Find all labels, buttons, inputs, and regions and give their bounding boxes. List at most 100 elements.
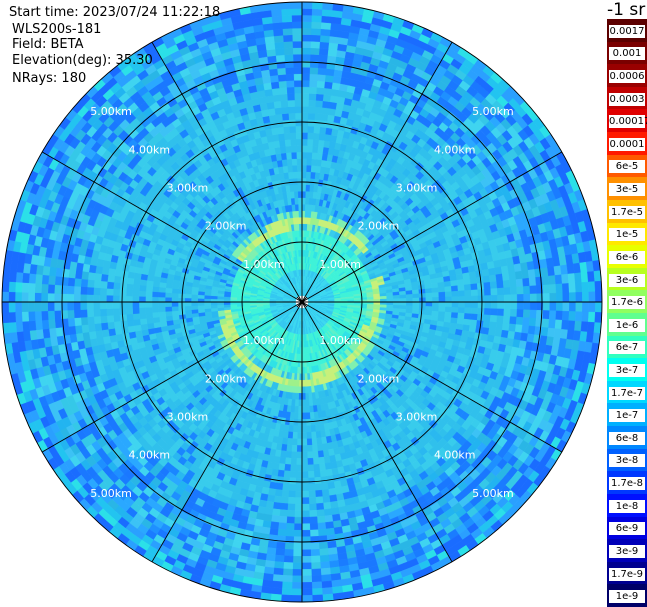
ppi-cell xyxy=(151,296,159,303)
ppi-cell xyxy=(119,301,127,309)
ppi-cell xyxy=(301,132,309,140)
ppi-cell xyxy=(438,306,446,313)
ppi-cell xyxy=(470,283,478,291)
ppi-cell xyxy=(294,197,299,205)
ppi-cell xyxy=(296,445,303,453)
ppi-cell xyxy=(291,151,298,160)
ppi-cell xyxy=(296,438,303,446)
ppi-cell xyxy=(217,298,224,303)
ppi-cell xyxy=(292,171,298,179)
ppi-cell xyxy=(158,291,166,298)
ppi-cell xyxy=(184,309,192,315)
ppi-cell xyxy=(311,444,318,452)
ppi-cell xyxy=(279,139,286,148)
ppi-cell xyxy=(431,287,439,294)
ppi-cell xyxy=(464,301,472,309)
ppi-cell xyxy=(295,471,303,479)
ppi-cell xyxy=(294,204,300,212)
ppi-cell xyxy=(217,304,225,309)
ppi-cell xyxy=(152,311,160,318)
ppi-cell xyxy=(445,301,453,308)
ppi-cell xyxy=(307,125,315,134)
ppi-cell xyxy=(312,457,320,465)
ppi-cell xyxy=(463,278,471,286)
ppi-cell xyxy=(295,464,303,472)
ppi-cell xyxy=(178,309,186,316)
ppi-cell xyxy=(295,217,300,225)
ppi-cell xyxy=(301,425,307,433)
ppi-cell xyxy=(145,301,153,308)
ppi-cell xyxy=(418,305,427,311)
ppi-cell xyxy=(119,307,127,315)
ppi-cell xyxy=(177,297,185,303)
ppi-cell xyxy=(210,298,218,303)
ppi-cell xyxy=(464,307,472,315)
ppi-cell xyxy=(133,318,141,326)
ppi-cell xyxy=(278,133,286,141)
ppi-cell xyxy=(450,285,459,292)
ppi-cell xyxy=(289,125,297,134)
ppi-cell xyxy=(399,294,407,299)
ppi-cell xyxy=(158,296,166,303)
ppi-cell xyxy=(457,284,465,292)
ppi-cell xyxy=(471,301,479,309)
ppi-cell xyxy=(470,313,478,321)
ppi-cell xyxy=(164,301,172,307)
ppi-cell xyxy=(301,197,306,205)
ppi-cell xyxy=(301,190,307,198)
ppi-cell xyxy=(477,307,485,316)
ppi-cell xyxy=(425,292,433,298)
ppi-cell xyxy=(190,305,199,310)
ppi-cell xyxy=(292,425,298,433)
ppi-cell xyxy=(293,177,299,186)
ppi-cell xyxy=(425,288,433,294)
ppi-cell xyxy=(432,297,440,303)
ppi-cell xyxy=(296,145,303,153)
ppi-cell xyxy=(125,301,133,309)
ppi-cell xyxy=(293,418,299,427)
ppi-cell xyxy=(301,406,307,414)
ppi-cell xyxy=(306,171,312,179)
ppi-cell xyxy=(223,304,231,308)
ppi-cell xyxy=(289,464,297,472)
ppi-cell xyxy=(288,477,297,485)
ppi-cell xyxy=(301,138,309,146)
ppi-cell xyxy=(295,458,303,466)
ppi-cell xyxy=(297,419,303,427)
ppi-cell xyxy=(464,295,472,303)
ppi-cell xyxy=(151,306,160,313)
ppi-cell xyxy=(298,203,303,211)
ppi-cell xyxy=(306,158,313,166)
ppi-cell xyxy=(306,438,313,446)
ppi-cell xyxy=(301,464,309,472)
ppi-cell xyxy=(444,286,452,293)
ppi-cell xyxy=(283,126,291,134)
ppi-cell xyxy=(197,298,205,303)
ppi-cell xyxy=(432,301,440,308)
ppi-cell xyxy=(458,301,466,309)
ppi-cell xyxy=(285,145,292,154)
ppi-cell xyxy=(132,283,141,291)
ppi-cell xyxy=(289,470,297,479)
ppi-cell xyxy=(287,165,294,173)
ppi-plot: 1.00km1.00km1.00km1.00km2.00km2.00km2.00… xyxy=(1,1,603,603)
ppi-cell xyxy=(138,307,147,314)
ppi-cell xyxy=(306,451,314,459)
ppi-cell xyxy=(171,297,179,303)
ppi-cell xyxy=(119,295,127,303)
ppi-cell xyxy=(298,393,303,401)
ppi-cell xyxy=(444,306,453,313)
ppi-cell xyxy=(158,311,167,318)
ppi-cell xyxy=(151,301,159,308)
ppi-cell xyxy=(138,290,147,297)
ppi-cell xyxy=(158,306,166,313)
ppi-cell xyxy=(406,301,414,307)
ppi-cell xyxy=(444,291,453,298)
ppi-cell xyxy=(438,296,446,303)
ppi-cell xyxy=(469,277,478,285)
ppi-cell xyxy=(171,292,179,298)
ppi-cell xyxy=(464,289,472,297)
ppi-cell xyxy=(145,290,153,297)
ppi-cell xyxy=(277,126,285,135)
ppi-cell xyxy=(301,203,306,211)
